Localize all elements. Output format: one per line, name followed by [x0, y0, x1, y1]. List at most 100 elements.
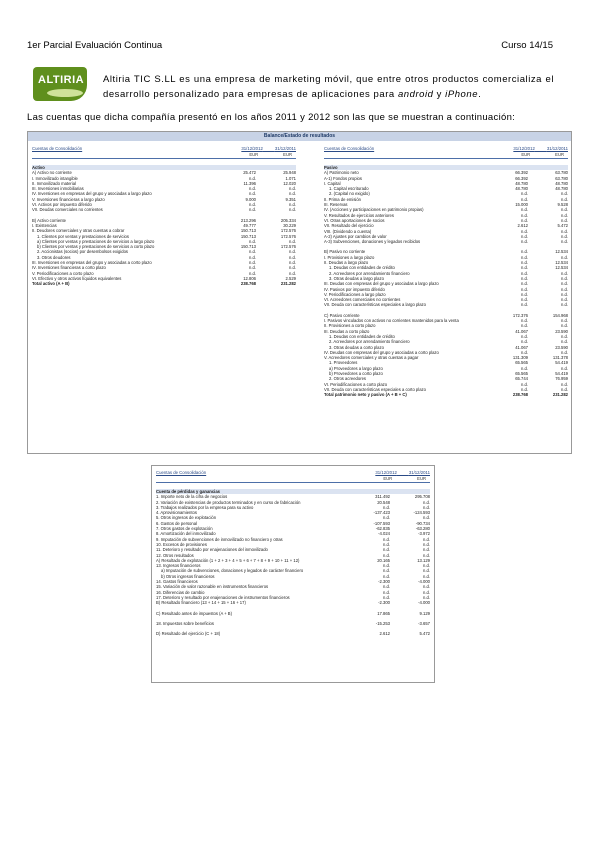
- row-value-2012: n.d.: [521, 254, 528, 260]
- table-row: A) Activo no corriente 25.472 25.948: [32, 170, 296, 175]
- row-label: Pasivo: [324, 165, 338, 170]
- row-value-2011: 23.590: [555, 344, 568, 350]
- row-value-2011: 205.334: [280, 217, 296, 223]
- row-label: 1. Deudas con entidades de crédito: [329, 265, 395, 271]
- table-row: B) Resultado financiero (13 + 14 + 15 + …: [156, 600, 430, 605]
- row-value-2012: n.d.: [383, 573, 390, 579]
- table-row: VII. Deudas comerciales no corrientes n.d…: [32, 207, 296, 212]
- row-value-2011: n.d.: [561, 281, 568, 287]
- row-label: IV. Inversiones en empresas del grupo y …: [32, 191, 152, 197]
- row-value-2012: n.d.: [521, 239, 528, 245]
- intro-text: Altiria TIC S.LL es una empresa de marke…: [103, 74, 554, 100]
- row-label: B) Resultado financiero (13 + 14 + 15 + …: [156, 600, 246, 606]
- table-row: II. Deudas a largo plazo n.d. 12.534: [324, 260, 568, 265]
- table-row: 6. Gastos de personal -107.593 -90.734: [156, 521, 430, 526]
- row-value-2012: 150.713: [240, 233, 256, 239]
- table-row: 1. Deudas con entidades de crédito n.d. n.…: [324, 334, 568, 339]
- row-value-2011: n.d.: [289, 265, 296, 271]
- table-row: III. Deudas con empresas del grupo y aso…: [324, 281, 568, 286]
- row-value-2011: n.d.: [423, 515, 430, 521]
- row-value-2012: n.d.: [521, 281, 528, 287]
- row-label: 5. Otros ingresos de explotación: [156, 515, 217, 521]
- row-value-2012: n.d.: [383, 594, 390, 600]
- table-row: 8. Amortización del inmovilizado -4.024 -3…: [156, 531, 430, 536]
- table-row: VI. Otras aportaciones de socios n.d. n.d.: [324, 218, 568, 223]
- table-row: 2. Acreedores por arrendamiento financie…: [324, 271, 568, 276]
- row-value-2012: 20.165: [377, 557, 390, 563]
- row-value-2012: n.d.: [249, 191, 256, 197]
- table-row: II. Provisiones a corto plazo n.d. n.d.: [324, 323, 568, 328]
- logo-swoosh-icon: [47, 89, 83, 97]
- row-value-2011: n.d.: [561, 386, 568, 392]
- table-row: I. Existencias 49.777 30.229: [32, 223, 296, 228]
- liabilities-date-2012: 31/12/2012: [513, 146, 535, 151]
- row-value-2012: n.d.: [521, 291, 528, 297]
- row-value-2011: 12.534: [555, 265, 568, 271]
- table-row: A-3) Subvenciones, donaciones y legados …: [324, 239, 568, 244]
- assets-units: EUR EUR: [32, 152, 296, 159]
- row-label: 9. Imputación de subvenciones de inmovil…: [156, 536, 283, 542]
- table-row: II. Deudores comerciales y otras cuentas…: [32, 228, 296, 233]
- row-label: 2. (Capital no exigido): [329, 191, 370, 197]
- row-value-2012: 150.713: [240, 244, 256, 250]
- row-value-2012: n.d.: [521, 249, 528, 255]
- intro-android: android: [397, 89, 434, 100]
- row-value-2011: -4.000: [418, 600, 430, 606]
- row-label: 1. Importe neto de la cifra de negocios: [156, 494, 228, 500]
- row-label: Cuenta de pérdidas y ganancias: [156, 489, 220, 494]
- row-label: A-1) Fondos propios: [324, 175, 362, 181]
- income-rows: Cuenta de pérdidas y ganancias 1. Importe…: [156, 489, 430, 636]
- row-value-2012: n.d.: [383, 515, 390, 521]
- row-label: IV. Deudas con empresas del grupo y asoc…: [324, 349, 439, 355]
- income-unit-2011: EUR: [417, 476, 426, 481]
- row-label: 14. Gastos financieros: [156, 579, 198, 585]
- income-column-header: Cuentas de Consolidación 31/12/2012 31/1…: [156, 470, 430, 476]
- row-label: 11. Deterioro y resultado por enajenacio…: [156, 547, 268, 553]
- row-value-2012: n.d.: [521, 217, 528, 223]
- assets-date-2011: 31/12/2011: [274, 146, 296, 151]
- row-label: II. Deudores comerciales y otras cuentas…: [32, 228, 125, 234]
- row-value-2012: n.d.: [521, 386, 528, 392]
- row-label: 7. Otros gastos de explotación: [156, 526, 213, 532]
- table-row: IV. Pasivos por impuesto diferido n.d. n.d…: [324, 287, 568, 292]
- row-value-2012: n.d.: [521, 333, 528, 339]
- table-row: III. Deudas a corto plazo 41.067 23.590: [324, 329, 568, 334]
- row-value-2012: n.d.: [383, 589, 390, 595]
- table-row: Pasivo: [324, 165, 568, 171]
- row-value-2011: 23.590: [555, 328, 568, 334]
- row-value-2012: 41.067: [515, 328, 528, 334]
- income-head-label: Cuentas de Consolidación: [156, 470, 207, 475]
- row-value-2011: 25.948: [283, 170, 296, 176]
- row-label: B) Pasivo no corriente: [324, 249, 366, 255]
- row-value-2011: 5.472: [557, 223, 568, 229]
- row-value-2012: n.d.: [521, 212, 528, 218]
- table-row: 15. Variación de valor razonable en inst…: [156, 584, 430, 589]
- row-label: I. Existencias: [32, 222, 57, 228]
- row-value-2011: n.d.: [289, 270, 296, 276]
- row-value-2012: -2.300: [378, 600, 390, 606]
- row-label: D) Resultado del ejercicio (C + 18): [156, 631, 221, 637]
- row-value-2012: 150.713: [240, 228, 256, 234]
- assets-unit-2011: EUR: [283, 152, 292, 157]
- row-value-2012: n.d.: [521, 260, 528, 266]
- row-value-2012: 2.612: [517, 223, 528, 229]
- table-row: III. Inversiones inmobiliarias n.d. n.d.: [32, 186, 296, 191]
- row-value-2011: 295.708: [414, 494, 430, 500]
- row-value-2012: -4.024: [378, 531, 390, 537]
- altiria-logo: ALTIRIA: [33, 67, 87, 101]
- table-row: B) Pasivo no corriente n.d. 12.534: [324, 249, 568, 254]
- row-value-2011: n.d.: [423, 568, 430, 574]
- table-row: a) Proveedores a largo plazo n.d. n.d.: [324, 366, 568, 371]
- row-value-2012: n.d.: [249, 249, 256, 255]
- row-value-2011: n.d.: [423, 541, 430, 547]
- row-value-2012: n.d.: [249, 175, 256, 181]
- intro-and: y: [433, 89, 446, 100]
- row-label: II. Deudas a largo plazo: [324, 260, 369, 266]
- table-row: VI. Periodificaciones a corto plazo n.d. n…: [324, 382, 568, 387]
- row-label: VI. Acreedores comerciales no corrientes: [324, 297, 401, 303]
- row-value-2011: n.d.: [561, 228, 568, 234]
- row-value-2011: 9.528: [557, 202, 568, 208]
- row-label: VII. Deudas comerciales no corrientes: [32, 207, 103, 213]
- row-value-2011: -63.280: [415, 526, 430, 532]
- table-row: II. Inmovilizado material 11.396 12.020: [32, 181, 296, 186]
